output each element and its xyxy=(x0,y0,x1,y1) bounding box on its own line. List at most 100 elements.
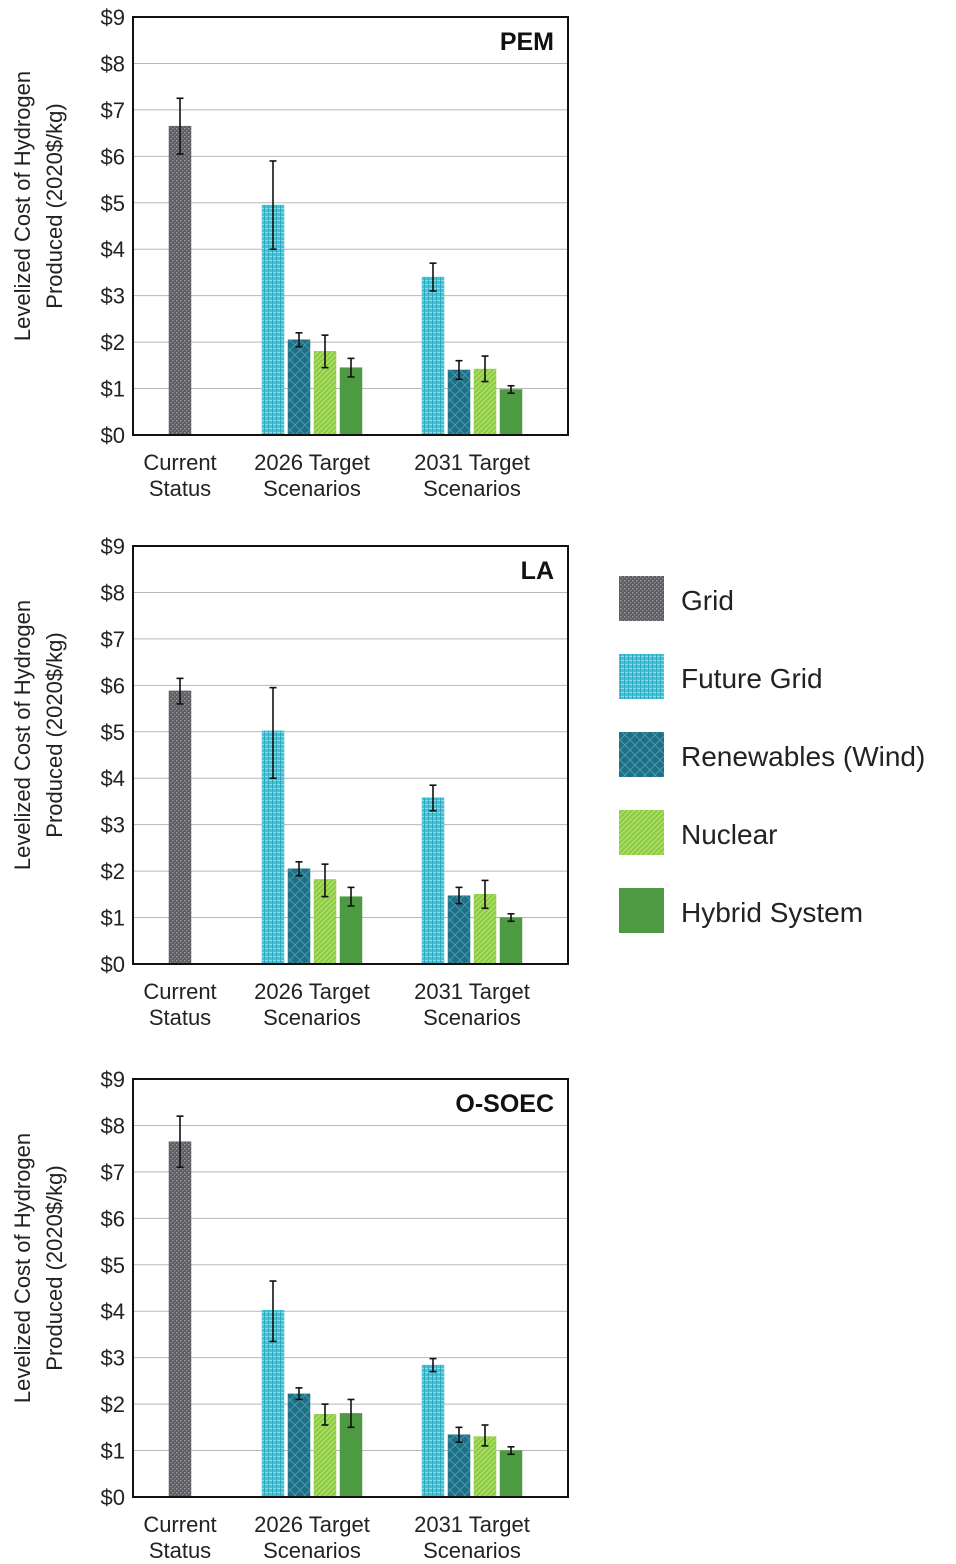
y-tick-label: $0 xyxy=(101,952,125,977)
y-axis-label: Produced (2020$/kg) xyxy=(42,632,67,837)
legend-item-future-grid: Future Grid xyxy=(619,654,823,699)
error-bar xyxy=(347,357,355,378)
error-bar xyxy=(347,886,355,907)
x-category-label: Scenarios xyxy=(423,476,521,501)
bar-grid xyxy=(168,125,192,436)
y-tick-label: $0 xyxy=(101,423,125,448)
error-bar xyxy=(481,1424,489,1447)
error-bar xyxy=(269,160,277,251)
error-bar xyxy=(176,1115,184,1169)
bar-hybrid xyxy=(339,896,363,965)
error-bar xyxy=(455,1426,463,1443)
y-axis-label: Levelized Cost of Hydrogen xyxy=(10,71,35,341)
error-bar xyxy=(429,1357,437,1373)
legend-swatch xyxy=(619,888,664,933)
y-axis-label: Produced (2020$/kg) xyxy=(42,1165,67,1370)
x-category-label: Scenarios xyxy=(423,1005,521,1030)
error-bar xyxy=(321,1403,329,1426)
error-bar xyxy=(295,1387,303,1401)
y-tick-label: $8 xyxy=(101,1113,125,1138)
bar-renewables xyxy=(447,1434,471,1498)
x-category-label: Current xyxy=(143,1512,216,1537)
x-category-label: Current xyxy=(143,450,216,475)
error-bar xyxy=(455,886,463,905)
error-bar xyxy=(295,332,303,348)
bar-hybrid xyxy=(499,917,523,965)
y-tick-label: $1 xyxy=(101,377,125,402)
x-category-label: Status xyxy=(149,476,211,501)
x-category-label: Status xyxy=(149,1538,211,1563)
error-bar xyxy=(507,913,515,923)
bar-renewables xyxy=(287,339,311,436)
error-bar xyxy=(347,1398,355,1429)
x-category-label: 2026 Target xyxy=(254,450,370,475)
legend-label: Hybrid System xyxy=(681,897,863,928)
y-tick-label: $8 xyxy=(101,51,125,76)
x-category-label: Scenarios xyxy=(263,1538,361,1563)
bar-renewables xyxy=(447,895,471,965)
y-tick-label: $5 xyxy=(101,720,125,745)
y-tick-label: $7 xyxy=(101,627,125,652)
error-bar xyxy=(429,784,437,812)
legend-swatch xyxy=(619,732,664,777)
legend-label: Nuclear xyxy=(681,819,777,850)
y-axis-label: Produced (2020$/kg) xyxy=(42,103,67,308)
legend-item-grid: Grid xyxy=(619,576,734,621)
x-category-label: Status xyxy=(149,1005,211,1030)
y-tick-label: $9 xyxy=(101,534,125,559)
bar-future-grid xyxy=(421,276,445,436)
legend-swatch xyxy=(619,810,664,855)
chart-legend: Grid Future Grid Renewables (Wind) Nuclear H… xyxy=(619,576,925,933)
y-tick-label: $2 xyxy=(101,859,125,884)
bar-future-grid xyxy=(421,1364,445,1498)
panel-title: PEM xyxy=(500,28,554,56)
bar-renewables xyxy=(287,868,311,965)
legend-item-renewables: Renewables (Wind) xyxy=(619,732,925,777)
error-bar xyxy=(295,861,303,877)
error-bar xyxy=(269,686,277,780)
error-bar xyxy=(321,334,329,369)
plot-frame xyxy=(132,1078,569,1498)
x-category-label: 2031 Target xyxy=(414,1512,530,1537)
bar-grid xyxy=(168,1141,192,1498)
y-tick-label: $1 xyxy=(101,906,125,931)
y-tick-label: $2 xyxy=(101,1392,125,1417)
bar-hybrid xyxy=(339,367,363,436)
error-bar xyxy=(176,97,184,155)
error-bar xyxy=(429,262,437,292)
y-tick-label: $7 xyxy=(101,98,125,123)
y-tick-label: $5 xyxy=(101,191,125,216)
y-tick-label: $4 xyxy=(101,766,125,791)
error-bar xyxy=(507,1446,515,1456)
error-bar xyxy=(321,863,329,898)
y-tick-label: $1 xyxy=(101,1439,125,1464)
x-category-label: 2031 Target xyxy=(414,450,530,475)
y-tick-label: $3 xyxy=(101,284,125,309)
x-category-label: Scenarios xyxy=(263,1005,361,1030)
bar-future-grid xyxy=(421,797,445,965)
y-tick-label: $4 xyxy=(101,237,125,262)
x-category-label: 2026 Target xyxy=(254,1512,370,1537)
x-category-label: Scenarios xyxy=(423,1538,521,1563)
legend-label: Future Grid xyxy=(681,663,823,694)
error-bar xyxy=(481,879,489,910)
bar-renewables xyxy=(287,1393,311,1498)
bar-nuclear xyxy=(313,1414,337,1498)
bar-hybrid xyxy=(499,1450,523,1498)
error-bar xyxy=(455,359,463,381)
x-category-label: 2031 Target xyxy=(414,979,530,1004)
y-tick-label: $6 xyxy=(101,1206,125,1231)
y-tick-label: $8 xyxy=(101,580,125,605)
y-tick-label: $2 xyxy=(101,330,125,355)
bar-grid xyxy=(168,690,192,965)
plot-frame xyxy=(132,545,569,965)
y-tick-label: $7 xyxy=(101,1160,125,1185)
y-tick-label: $0 xyxy=(101,1485,125,1510)
y-axis-label: Levelized Cost of Hydrogen xyxy=(10,600,35,870)
legend-swatch xyxy=(619,576,664,621)
legend-label: Grid xyxy=(681,585,734,616)
y-tick-label: $9 xyxy=(101,1067,125,1092)
